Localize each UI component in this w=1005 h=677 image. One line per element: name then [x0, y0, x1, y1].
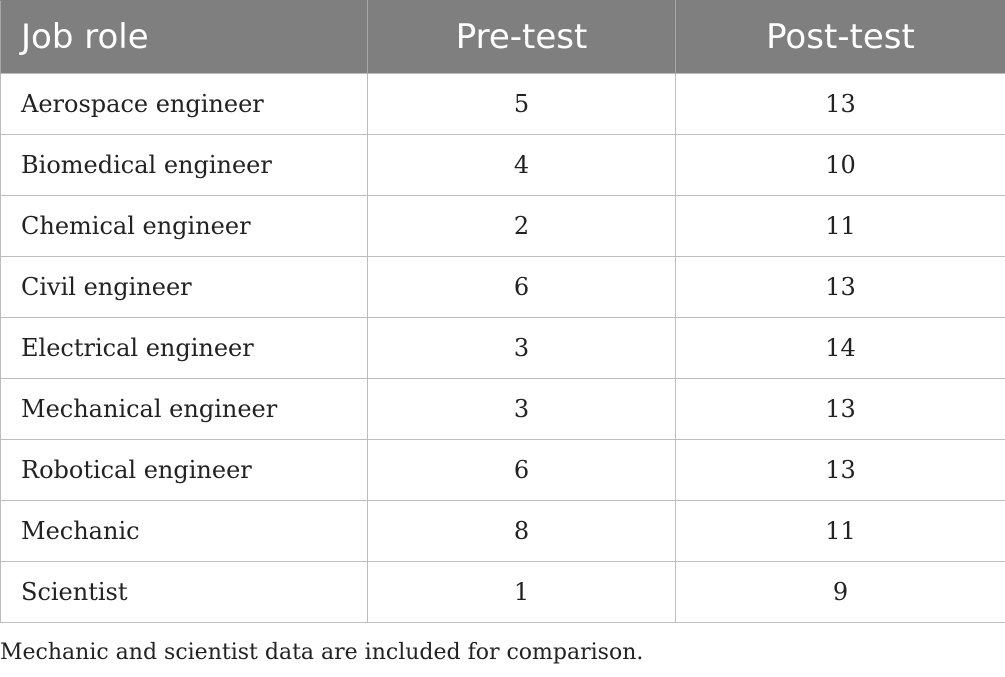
- table-footnote: Mechanic and scientist data are included…: [0, 640, 644, 665]
- cell-job-role: Aerospace engineer: [0, 73, 368, 135]
- table-row: Biomedical engineer 4 10: [0, 134, 1005, 196]
- cell-pre-test: 3: [367, 378, 676, 440]
- cell-post-test: 13: [675, 256, 1005, 318]
- table-row: Robotical engineer 6 13: [0, 439, 1005, 501]
- table-body: Aerospace engineer 5 13 Biomedical engin…: [0, 73, 1005, 623]
- table-row: Aerospace engineer 5 13: [0, 73, 1005, 135]
- cell-pre-test: 5: [367, 73, 676, 135]
- cell-post-test: 11: [675, 195, 1005, 257]
- cell-post-test: 11: [675, 500, 1005, 562]
- cell-pre-test: 2: [367, 195, 676, 257]
- cell-pre-test: 1: [367, 561, 676, 623]
- table-row: Mechanical engineer 3 13: [0, 378, 1005, 440]
- cell-job-role: Electrical engineer: [0, 317, 368, 379]
- cell-post-test: 13: [675, 73, 1005, 135]
- cell-job-role: Mechanical engineer: [0, 378, 368, 440]
- cell-job-role: Biomedical engineer: [0, 134, 368, 196]
- cell-post-test: 10: [675, 134, 1005, 196]
- cell-job-role: Chemical engineer: [0, 195, 368, 257]
- cell-pre-test: 8: [367, 500, 676, 562]
- header-post-test: Post-test: [675, 0, 1005, 74]
- cell-post-test: 13: [675, 378, 1005, 440]
- cell-pre-test: 6: [367, 439, 676, 501]
- table-row: Mechanic 8 11: [0, 500, 1005, 562]
- cell-job-role: Robotical engineer: [0, 439, 368, 501]
- cell-job-role: Civil engineer: [0, 256, 368, 318]
- cell-pre-test: 3: [367, 317, 676, 379]
- table-header: Job role Pre-test Post-test: [0, 0, 1005, 74]
- header-pre-test: Pre-test: [367, 0, 676, 74]
- header-row: Job role Pre-test Post-test: [0, 0, 1005, 74]
- cell-pre-test: 4: [367, 134, 676, 196]
- data-table-container: Job role Pre-test Post-test Aerospace en…: [0, 0, 1005, 623]
- cell-post-test: 14: [675, 317, 1005, 379]
- cell-pre-test: 6: [367, 256, 676, 318]
- cell-job-role: Scientist: [0, 561, 368, 623]
- cell-post-test: 13: [675, 439, 1005, 501]
- header-job-role: Job role: [0, 0, 368, 74]
- cell-post-test: 9: [675, 561, 1005, 623]
- table-row: Civil engineer 6 13: [0, 256, 1005, 318]
- table-row: Scientist 1 9: [0, 561, 1005, 623]
- cell-job-role: Mechanic: [0, 500, 368, 562]
- table-row: Chemical engineer 2 11: [0, 195, 1005, 257]
- job-role-table: Job role Pre-test Post-test Aerospace en…: [0, 0, 1005, 623]
- table-row: Electrical engineer 3 14: [0, 317, 1005, 379]
